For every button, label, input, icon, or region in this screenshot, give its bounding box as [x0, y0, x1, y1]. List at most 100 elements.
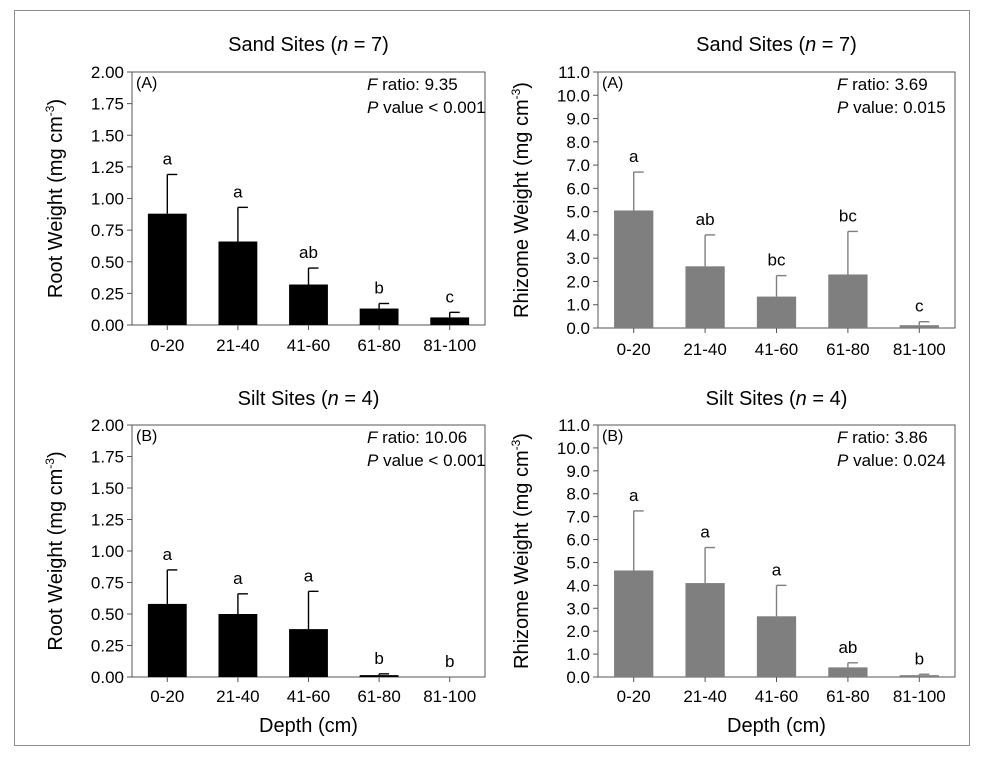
y-tick-label: 6.0 — [566, 531, 590, 550]
bar-81-100 — [430, 317, 470, 325]
y-tick-label: 1.25 — [91, 511, 124, 530]
panel-label: (B) — [136, 428, 157, 445]
y-axis-label: Root Weight (mg cm-3) — [43, 451, 67, 650]
panel-title: Silt Sites (n = 4) — [706, 388, 848, 410]
x-tick-label: 0-20 — [617, 340, 651, 359]
bar-21-40 — [218, 614, 258, 677]
y-tick-label: 9.0 — [566, 462, 590, 481]
significance-letter: bc — [768, 251, 786, 270]
significance-letter: a — [233, 182, 243, 201]
significance-letter: a — [163, 545, 173, 564]
panel-silt-root: 0.00 0.25 0.50 0.75 1.00 1.25 1.50 1.75 2.00 a 0-2… — [43, 388, 486, 737]
y-tick-label: 9.0 — [566, 110, 590, 129]
bar-41-60 — [289, 284, 328, 325]
y-axis-label: Root Weight (mg cm-3) — [43, 99, 67, 298]
f-ratio-text: F ratio: 3.69 — [837, 75, 928, 94]
y-tick-label: 0.25 — [91, 284, 124, 303]
bar-0-20 — [147, 603, 187, 677]
bar-21-40 — [218, 241, 258, 325]
x-tick-label: 41-60 — [755, 340, 798, 359]
p-value-text: P value < 0.001 — [367, 98, 486, 117]
bar-0-20 — [147, 213, 187, 325]
x-tick-label: 41-60 — [755, 687, 798, 706]
f-ratio-text: F ratio: 3.86 — [837, 428, 928, 447]
significance-letter: a — [700, 523, 710, 542]
y-axis-label: Rhizome Weight (mg cm-3) — [509, 433, 533, 669]
y-tick-label: 1.0 — [566, 296, 590, 315]
x-tick-label: 61-80 — [826, 340, 869, 359]
significance-letter: bc — [839, 206, 857, 225]
p-value-text: P value: 0.024 — [837, 451, 946, 470]
y-tick-label: 10.0 — [557, 86, 590, 105]
panel-sand-root: 0.00 0.25 0.50 0.75 1.00 1.25 1.50 1.75 2.00 a 0-2… — [43, 34, 486, 355]
y-tick-label: 7.0 — [566, 508, 590, 527]
bar-81-100 — [899, 325, 939, 328]
y-tick-label: 1.75 — [91, 95, 124, 114]
y-tick-label: 4.0 — [566, 576, 590, 595]
significance-letter: c — [915, 297, 924, 316]
x-tick-label: 81-100 — [893, 687, 946, 706]
y-tick-label: 10.0 — [557, 439, 590, 458]
panel-sand-rhizome: 0.0 1.0 2.0 3.0 4.0 5.0 6.0 7.0 8.0 9.0 10.0 11.0 a 0… — [509, 34, 956, 359]
x-axis-label: Depth (cm) — [259, 715, 358, 737]
y-tick-label: 2.0 — [566, 622, 590, 641]
bar-41-60 — [756, 616, 797, 677]
bar-61-80 — [359, 675, 399, 677]
significance-letter: ab — [838, 638, 857, 657]
bar-81-100 — [899, 675, 939, 677]
panel-silt-rhizome: 0.0 1.0 2.0 3.0 4.0 5.0 6.0 7.0 8.0 9.0 10.0 11.0 a 0… — [509, 388, 956, 737]
significance-letter: b — [915, 649, 924, 668]
y-tick-label: 8.0 — [566, 485, 590, 504]
x-tick-label: 61-80 — [357, 687, 400, 706]
y-tick-label: 11.0 — [558, 63, 590, 82]
y-tick-label: 2.0 — [566, 272, 590, 291]
x-tick-label: 21-40 — [216, 687, 259, 706]
x-tick-label: 61-80 — [357, 336, 400, 355]
x-tick-label: 61-80 — [826, 687, 869, 706]
y-tick-label: 3.0 — [566, 599, 590, 618]
bar-21-40 — [685, 583, 725, 677]
significance-letter: ab — [299, 243, 318, 262]
significance-letter: a — [304, 566, 314, 585]
significance-letter: b — [374, 278, 383, 297]
y-tick-label: 1.25 — [91, 158, 124, 177]
bar-41-60 — [756, 296, 797, 328]
y-tick-label: 0.0 — [566, 668, 590, 687]
x-tick-label: 41-60 — [287, 687, 330, 706]
bar-61-80 — [359, 308, 399, 325]
panel-label: (B) — [602, 428, 623, 445]
y-tick-label: 4.0 — [566, 226, 590, 245]
f-ratio-text: F ratio: 10.06 — [367, 428, 467, 447]
x-tick-label: 21-40 — [216, 336, 259, 355]
bar-61-80 — [828, 667, 868, 677]
y-tick-label: 2.00 — [91, 63, 124, 82]
figure-frame — [14, 10, 970, 746]
x-tick-label: 21-40 — [683, 687, 726, 706]
p-value-text: P value: 0.015 — [837, 98, 946, 117]
y-tick-label: 1.00 — [91, 190, 124, 209]
y-tick-label: 0.00 — [91, 316, 124, 335]
y-tick-label: 1.50 — [91, 479, 124, 498]
y-tick-label: 0.50 — [91, 605, 124, 624]
bar-41-60 — [289, 629, 328, 677]
y-tick-label: 7.0 — [566, 156, 590, 175]
significance-letter: b — [374, 649, 383, 668]
y-tick-label: 1.75 — [91, 448, 124, 467]
x-tick-label: 81-100 — [423, 336, 476, 355]
bar-61-80 — [828, 274, 868, 328]
panel-title: Sand Sites (n = 7) — [228, 34, 389, 56]
y-tick-label: 11.0 — [558, 416, 590, 435]
significance-letter: a — [163, 149, 173, 168]
significance-letter: c — [445, 287, 454, 306]
panel-title: Silt Sites (n = 4) — [238, 388, 380, 410]
y-tick-label: 0.50 — [91, 253, 124, 272]
p-value-text: P value < 0.001 — [367, 451, 486, 470]
y-tick-label: 0.00 — [91, 668, 124, 687]
x-tick-label: 81-100 — [893, 340, 946, 359]
panel-title: Sand Sites (n = 7) — [696, 34, 857, 56]
y-tick-label: 5.0 — [566, 553, 590, 572]
significance-letter: a — [629, 147, 639, 166]
y-tick-label: 0.75 — [91, 574, 124, 593]
y-tick-label: 1.50 — [91, 126, 124, 145]
